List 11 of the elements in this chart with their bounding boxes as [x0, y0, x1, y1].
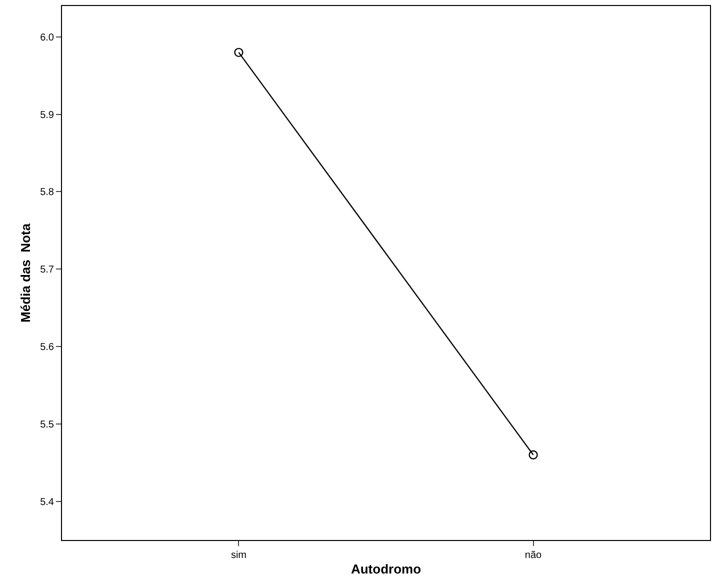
y-tick-label: 5.8 [40, 187, 54, 198]
x-tick-label: sim [230, 550, 247, 561]
y-tick-label: 5.6 [40, 342, 54, 354]
y-tick-label: 5.9 [40, 110, 54, 121]
y-axis-title: Média das Nota [18, 222, 34, 322]
x-axis-title: Autodromo [350, 562, 422, 577]
y-tick-label: 5.4 [40, 496, 54, 508]
x-tick-label: não [524, 550, 542, 561]
y-tick-label: 5.7 [40, 264, 54, 276]
y-tick-label: 5.5 [40, 419, 54, 430]
y-tick-label: 6.0 [40, 32, 54, 44]
